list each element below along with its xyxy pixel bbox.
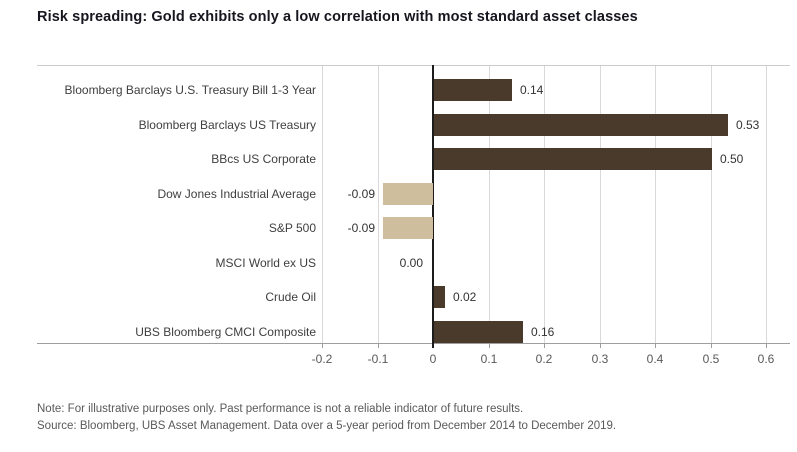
axis-tick [378, 344, 379, 348]
bar [434, 321, 523, 343]
category-label: S&P 500 [268, 221, 316, 235]
x-tick-label: 0.6 [757, 352, 775, 366]
gridline [766, 66, 767, 343]
bar [434, 114, 728, 136]
x-tick-label: -0.2 [311, 352, 333, 366]
plot-top-rule [37, 65, 790, 66]
gridline [322, 66, 323, 343]
axis-tick [766, 344, 767, 348]
bar [383, 183, 433, 205]
axis-tick [655, 344, 656, 348]
value-label: 0.50 [720, 152, 744, 166]
x-axis-line [37, 343, 790, 344]
axis-tick [544, 344, 545, 348]
value-label: 0.16 [531, 325, 555, 339]
category-label: BBcs US Corporate [211, 152, 316, 166]
value-label: -0.09 [347, 221, 375, 235]
note-text: Note: For illustrative purposes only. Pa… [37, 403, 524, 415]
gridline [711, 66, 712, 343]
bar [434, 286, 445, 308]
x-tick-label: 0.1 [480, 352, 498, 366]
value-label: 0.00 [399, 256, 423, 270]
x-tick-label: -0.1 [367, 352, 389, 366]
gridline [378, 66, 379, 343]
gridline [544, 66, 545, 343]
x-tick-label: 0 [429, 352, 437, 366]
zero-axis-line [432, 65, 434, 348]
axis-tick [489, 344, 490, 348]
gridline [489, 66, 490, 343]
bar [434, 148, 712, 170]
category-label: Bloomberg Barclays U.S. Treasury Bill 1-… [64, 83, 316, 97]
category-label: Bloomberg Barclays US Treasury [138, 118, 316, 132]
value-label: -0.09 [347, 187, 375, 201]
chart-title: Risk spreading: Gold exhibits only a low… [37, 9, 638, 25]
gridline [600, 66, 601, 343]
x-tick-label: 0.2 [535, 352, 553, 366]
value-label: 0.53 [736, 118, 760, 132]
value-label: 0.14 [520, 83, 544, 97]
bar [383, 217, 433, 239]
value-label: 0.02 [453, 290, 477, 304]
x-tick-label: 0.3 [591, 352, 609, 366]
x-tick-label: 0.5 [702, 352, 720, 366]
category-label: MSCI World ex US [215, 256, 316, 270]
axis-tick [711, 344, 712, 348]
axis-tick [600, 344, 601, 348]
source-text: Source: Bloomberg, UBS Asset Management.… [37, 420, 617, 432]
axis-tick [322, 344, 323, 348]
category-label: Dow Jones Industrial Average [157, 187, 316, 201]
gridline [655, 66, 656, 343]
category-label: UBS Bloomberg CMCI Composite [135, 325, 316, 339]
category-label: Crude Oil [265, 290, 316, 304]
x-tick-label: 0.4 [646, 352, 664, 366]
bar [434, 79, 512, 101]
